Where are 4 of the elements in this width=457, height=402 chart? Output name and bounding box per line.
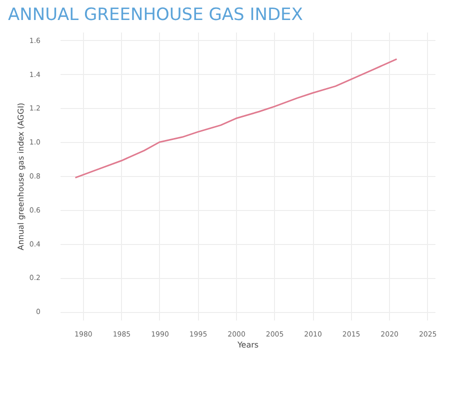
x-axis-title: Years [236,340,259,350]
line-series [74,58,398,178]
chart-title: ANNUAL GREENHOUSE GAS INDEX [8,5,304,25]
y-axis-title: Annual greenhouse gas index (AGGI) [16,102,26,250]
